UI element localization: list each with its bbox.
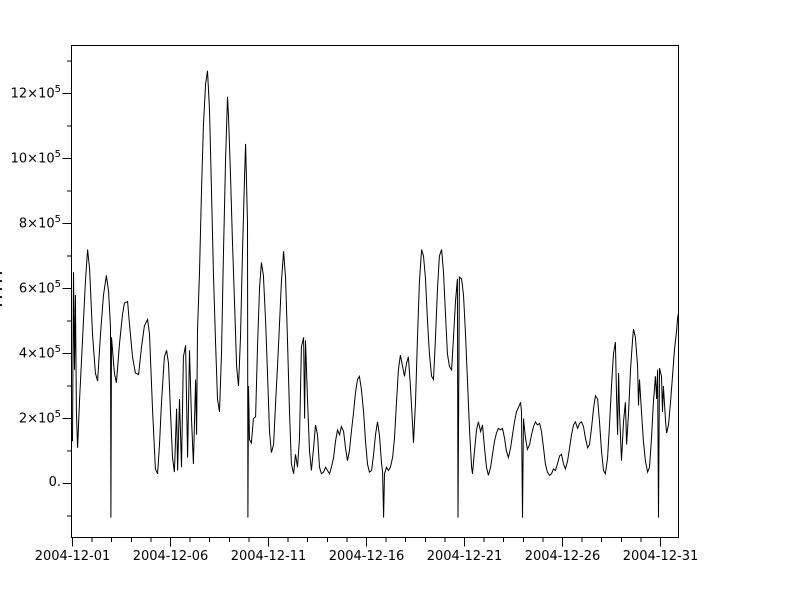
y-tick-label: 6×105	[18, 278, 61, 296]
x-tick-label: 2004-12-21	[426, 548, 503, 564]
time-series-line	[72, 70, 679, 518]
ylabel-fragment-stroke	[0, 280, 2, 282]
x-tick-label: 2004-12-06	[132, 548, 209, 564]
y-tick-label: 4×105	[18, 343, 61, 361]
y-tick-label: 8×105	[18, 213, 61, 231]
y-tick-label: 0.	[48, 474, 61, 490]
ylabel-clipped-fragment	[0, 271, 3, 311]
y-tick-label: 2×105	[18, 408, 61, 426]
x-tick-label: 2004-12-26	[524, 548, 601, 564]
ylabel-fragment-stroke	[0, 288, 2, 290]
x-tick-label: 2004-12-01	[34, 548, 111, 564]
ylabel-fragment-stroke	[0, 296, 2, 298]
x-tick-label: 2004-12-31	[622, 548, 699, 564]
x-tick-label: 2004-12-11	[230, 548, 307, 564]
ylabel-fragment-stroke	[0, 304, 2, 306]
x-tick-label: 2004-12-16	[328, 548, 405, 564]
ylabel-fragment-stroke	[0, 272, 2, 274]
y-tick-label: 10×105	[10, 148, 61, 166]
plot-border-box	[71, 45, 679, 538]
axis-ticks	[62, 60, 661, 547]
y-tick-label: 12×105	[10, 83, 61, 101]
